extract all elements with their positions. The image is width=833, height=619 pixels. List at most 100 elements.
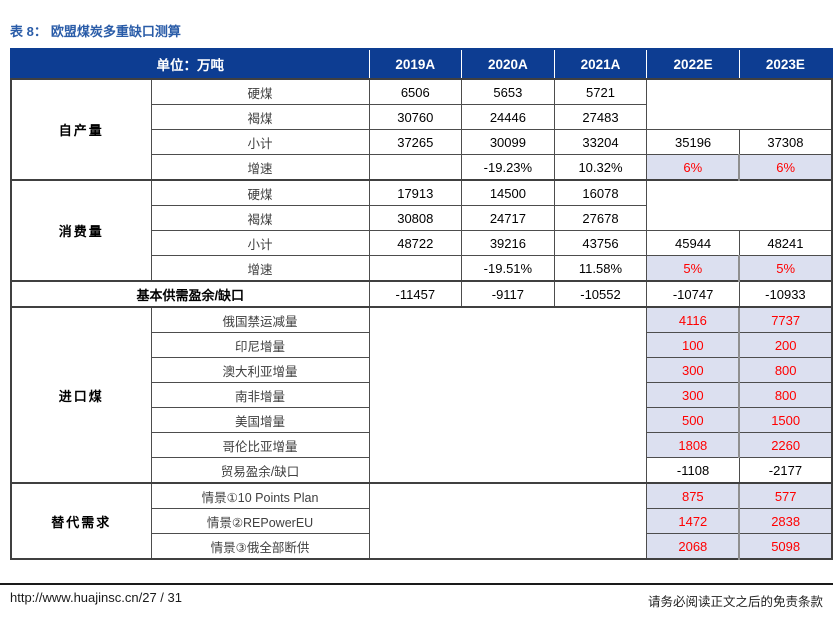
cell-sp-subtotal-2022: 35196: [646, 129, 740, 155]
empty-cell-cons-estimates: [646, 179, 833, 231]
table-row: 情景③俄全部断供 2068 5098: [11, 533, 833, 560]
table-row: 褐煤 30760 24446 27483: [11, 104, 832, 130]
footer-left: http://www.huajinsc.cn/27 / 31: [10, 590, 182, 605]
cell-cons-lignite-2019: 30808: [368, 205, 463, 231]
block-label-self-production: 自产量: [10, 78, 152, 181]
cell-sp-growth-2022: 6%: [646, 154, 740, 181]
cell-sub-scenario1-2023: 577: [738, 482, 833, 509]
table-row: 贸易盈余/缺口 -1108 -2177: [11, 457, 833, 484]
cell-sp-growth-2020: -19.23%: [461, 154, 555, 181]
coal-gap-table-container: 单位：万吨 2019A 2020A 2021A 2022E 2023E 自产量 …: [10, 48, 833, 560]
cell-sub-scenario2-2023: 2838: [738, 508, 833, 534]
cell-cons-growth-2023: 5%: [738, 255, 833, 282]
cell-sub-scenario1-2022: 875: [646, 482, 740, 509]
row-label-cons-growth: 增速: [150, 255, 370, 282]
year-header-2022: 2022E: [646, 48, 740, 80]
block-label-substitution: 替代需求: [10, 482, 152, 560]
row-label-sp-subtotal: 小计: [150, 129, 370, 155]
table-row: 小计 48722 39216 43756 45944 48241: [11, 230, 833, 256]
table-row: 情景②REPowerEU 1472 2838: [11, 508, 833, 534]
cell-cons-subtotal-2019: 48722: [368, 230, 463, 256]
cell-sp-subtotal-2019: 37265: [368, 129, 463, 155]
row-label-imp-trade-balance: 贸易盈余/缺口: [150, 457, 370, 484]
cell-imp-indonesia-2023: 200: [738, 332, 833, 358]
cell-cons-growth-2021: 11.58%: [553, 255, 648, 282]
row-label-sp-lignite: 褐煤: [150, 104, 370, 130]
cell-imp-trade-balance-2023: -2177: [738, 457, 833, 484]
cell-cons-lignite-2020: 24717: [461, 205, 555, 231]
cell-sub-scenario2-2022: 1472: [646, 508, 740, 534]
row-label-cons-hard-coal: 硬煤: [150, 179, 370, 206]
cell-sp-lignite-2020: 24446: [461, 104, 555, 130]
cell-imp-indonesia-2022: 100: [646, 332, 740, 358]
row-label-imp-australia: 澳大利亚增量: [150, 357, 370, 383]
coal-gap-table: 单位：万吨 2019A 2020A 2021A 2022E 2023E 自产量 …: [10, 48, 833, 560]
cell-imp-russia-2022: 4116: [646, 306, 740, 333]
row-label-cons-subtotal: 小计: [150, 230, 370, 256]
row-label-sub-scenario2: 情景②REPowerEU: [150, 508, 370, 534]
cell-sp-subtotal-2021: 33204: [553, 129, 648, 155]
cell-sp-subtotal-2020: 30099: [461, 129, 555, 155]
page-indicator: 27 / 31: [142, 590, 182, 605]
cell-balance-2019: -11457: [368, 280, 463, 308]
table-row: 替代需求 情景①10 Points Plan 875 577: [10, 482, 833, 560]
footer-url-link[interactable]: http://www.huajinsc.cn/: [10, 590, 143, 605]
cell-imp-australia-2022: 300: [646, 357, 740, 383]
table-row: 澳大利亚增量 300 800: [11, 357, 833, 383]
cell-sp-growth-2023: 6%: [738, 154, 833, 181]
empty-cell-sp-estimates: [646, 78, 833, 130]
table-row: 哥伦比亚增量 1808 2260: [11, 432, 833, 458]
cell-imp-australia-2023: 800: [738, 357, 833, 383]
cell-sp-hard-coal-2020: 5653: [461, 78, 555, 105]
cell-balance-2023: -10933: [738, 280, 833, 308]
cell-balance-2022: -10747: [646, 280, 740, 308]
cell-imp-south-africa-2022: 300: [646, 382, 740, 408]
cell-imp-usa-2022: 500: [646, 407, 740, 433]
cell-imp-trade-balance-2022: -1108: [646, 457, 740, 484]
cell-cons-growth-2022: 5%: [646, 255, 740, 282]
cell-sp-subtotal-2023: 37308: [738, 129, 833, 155]
cell-cons-growth-2020: -19.51%: [461, 255, 555, 282]
cell-imp-usa-2023: 1500: [738, 407, 833, 433]
cell-sub-scenario3-2023: 5098: [738, 533, 833, 560]
row-label-sp-growth: 增速: [150, 154, 370, 181]
row-label-imp-russia: 俄国禁运减量: [150, 306, 370, 333]
row-label-imp-south-africa: 南非增量: [150, 382, 370, 408]
cell-sp-lignite-2019: 30760: [368, 104, 463, 130]
table-row: 自产量 硬煤 6506 5653 5721: [10, 78, 833, 181]
empty-cell-imports-history: [368, 306, 648, 484]
cell-sp-hard-coal-2019: 6506: [368, 78, 463, 105]
cell-cons-subtotal-2022: 45944: [646, 230, 740, 256]
block-label-consumption: 消费量: [10, 179, 152, 282]
row-label-imp-colombia: 哥伦比亚增量: [150, 432, 370, 458]
footer-disclaimer: 请务必阅读正文之后的免责条款: [647, 595, 823, 609]
cell-sp-growth-2019: [368, 154, 463, 181]
cell-sp-hard-coal-2021: 5721: [553, 78, 648, 105]
row-label-balance: 基本供需盈余/缺口: [10, 280, 370, 308]
cell-imp-south-africa-2023: 800: [738, 382, 833, 408]
cell-sp-growth-2021: 10.32%: [553, 154, 648, 181]
cell-sub-scenario3-2022: 2068: [646, 533, 740, 560]
row-label-imp-usa: 美国增量: [150, 407, 370, 433]
table-row: 南非增量 300 800: [11, 382, 833, 408]
cell-cons-subtotal-2023: 48241: [738, 230, 833, 256]
cell-imp-russia-2023: 7737: [738, 306, 833, 333]
table-row: 小计 37265 30099 33204 35196 37308: [11, 129, 833, 155]
cell-cons-subtotal-2021: 43756: [553, 230, 648, 256]
table-row: 消费量 硬煤 17913 14500 16078: [10, 179, 833, 282]
table-title-text: 欧盟煤炭多重缺口测算: [50, 24, 181, 39]
year-header-2021: 2021A: [553, 48, 648, 80]
unit-header-cell: 单位：万吨: [10, 48, 370, 80]
year-header-2019: 2019A: [368, 48, 463, 80]
block-label-imports: 进口煤: [10, 306, 152, 484]
cell-cons-growth-2019: [368, 255, 463, 282]
table-row: 基本供需盈余/缺口 -11457 -9117 -10552 -10747 -10…: [10, 280, 833, 308]
cell-cons-hard-coal-2020: 14500: [461, 179, 555, 206]
row-label-cons-lignite: 褐煤: [150, 205, 370, 231]
table-title: 表 8： 欧盟煤炭多重缺口测算: [10, 21, 181, 40]
table-row: 印尼增量 100 200: [11, 332, 833, 358]
row-label-sp-hard-coal: 硬煤: [150, 78, 370, 105]
cell-sp-lignite-2021: 27483: [553, 104, 648, 130]
row-label-imp-indonesia: 印尼增量: [150, 332, 370, 358]
cell-cons-hard-coal-2019: 17913: [368, 179, 463, 206]
